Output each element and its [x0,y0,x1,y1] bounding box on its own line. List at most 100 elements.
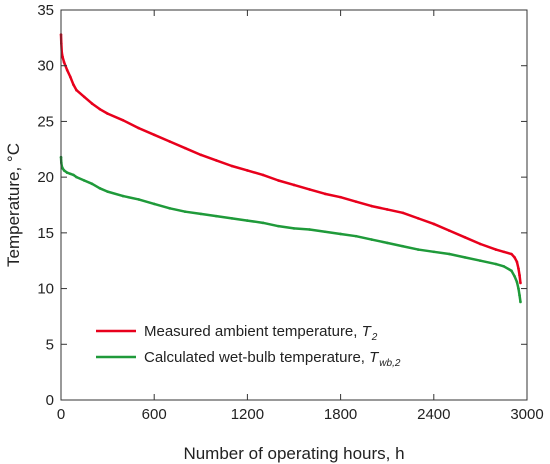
data-point [62,169,66,172]
y-tick-label: 20 [37,169,54,186]
data-point [448,252,451,256]
x-tick-label: 0 [57,406,65,423]
data-point [83,95,86,99]
x-axis-title: Number of operating hours, h [183,444,404,463]
data-point [75,175,78,179]
data-point [261,173,265,177]
data-point [416,248,420,251]
data-point [308,228,311,231]
data-point [61,166,64,170]
data-point [106,190,109,193]
data-point [106,112,109,115]
data-point [518,273,521,277]
y-axis-title: Temperature, °C [4,143,23,267]
data-point [83,179,86,182]
data-point [354,234,358,238]
data-point [61,55,64,59]
data-point [519,300,522,304]
y-tick-label: 35 [37,2,54,19]
y-tick-label: 30 [37,58,54,75]
x-tick-label: 3000 [510,406,543,423]
series-points-0 [59,33,522,285]
data-point [339,195,342,199]
data-point [513,256,516,259]
data-point [515,280,519,284]
legend: Measured ambient temperature, T2 Calculat… [96,323,401,369]
data-point [479,242,482,246]
data-point [385,241,389,245]
data-point [510,269,513,273]
data-point [121,119,125,122]
data-point [62,61,66,64]
data-point [515,260,519,264]
data-point [292,183,296,187]
data-point [215,159,218,162]
data-point [75,88,78,92]
data-point [183,210,187,213]
data-point [323,230,327,234]
y-tick-label: 15 [37,225,54,242]
data-point [277,224,280,228]
data-point [385,208,389,211]
data-point [502,264,506,268]
data-point [494,262,498,266]
data-point [463,256,467,259]
data-point [69,75,72,79]
data-point [277,179,280,182]
data-point [98,186,102,190]
data-point [168,140,172,143]
y-tick-label: 25 [37,113,54,130]
data-point [510,252,513,256]
x-tick-label: 2400 [417,406,450,423]
data-point [137,198,140,201]
data-point [72,83,75,86]
data-point [517,287,520,290]
data-point [246,169,249,172]
data-point [479,259,482,263]
legend-label-1: Calculated wet-bulb temperature, Twb,2 [144,349,401,369]
data-point [354,200,358,203]
y-tick-label: 10 [37,281,54,298]
data-point [448,229,451,232]
data-point [72,173,75,177]
data-point [432,222,436,226]
series-points-1 [59,155,522,304]
ticks-layer: 0 600 1200 1800 2400 3000 0 5 10 15 20 25 30 35 [37,2,543,423]
y-tick-label: 0 [46,392,54,409]
series-line-1 [59,157,522,303]
legend-label-0: Measured ambient temperature, T2 [144,323,378,343]
data-point [502,250,506,254]
data-point [65,68,69,72]
data-point [152,133,156,137]
data-point [98,107,102,111]
data-point [339,232,342,236]
data-point [261,221,265,225]
data-point [65,171,69,174]
data-point [401,211,405,215]
data-point [308,188,311,191]
data-point [370,204,373,208]
data-point [432,250,436,254]
data-point [90,182,94,186]
data-point [416,217,420,220]
x-tick-label: 1800 [324,406,357,423]
data-point [513,275,516,278]
x-tick-label: 600 [142,406,167,423]
data-point [152,202,156,206]
plot-frame [60,9,528,401]
data-point [199,212,203,216]
data-point [230,164,234,168]
data-point [323,192,327,196]
data-point [519,281,522,285]
data-point [69,172,72,176]
data-point [168,207,172,210]
y-tick-label: 5 [46,336,54,353]
series-layer [59,33,522,304]
data-point [246,219,249,222]
x-tick-label: 1200 [231,406,264,423]
data-point [517,267,520,270]
data-point [199,153,203,157]
data-point [90,102,94,105]
data-point [370,238,373,241]
